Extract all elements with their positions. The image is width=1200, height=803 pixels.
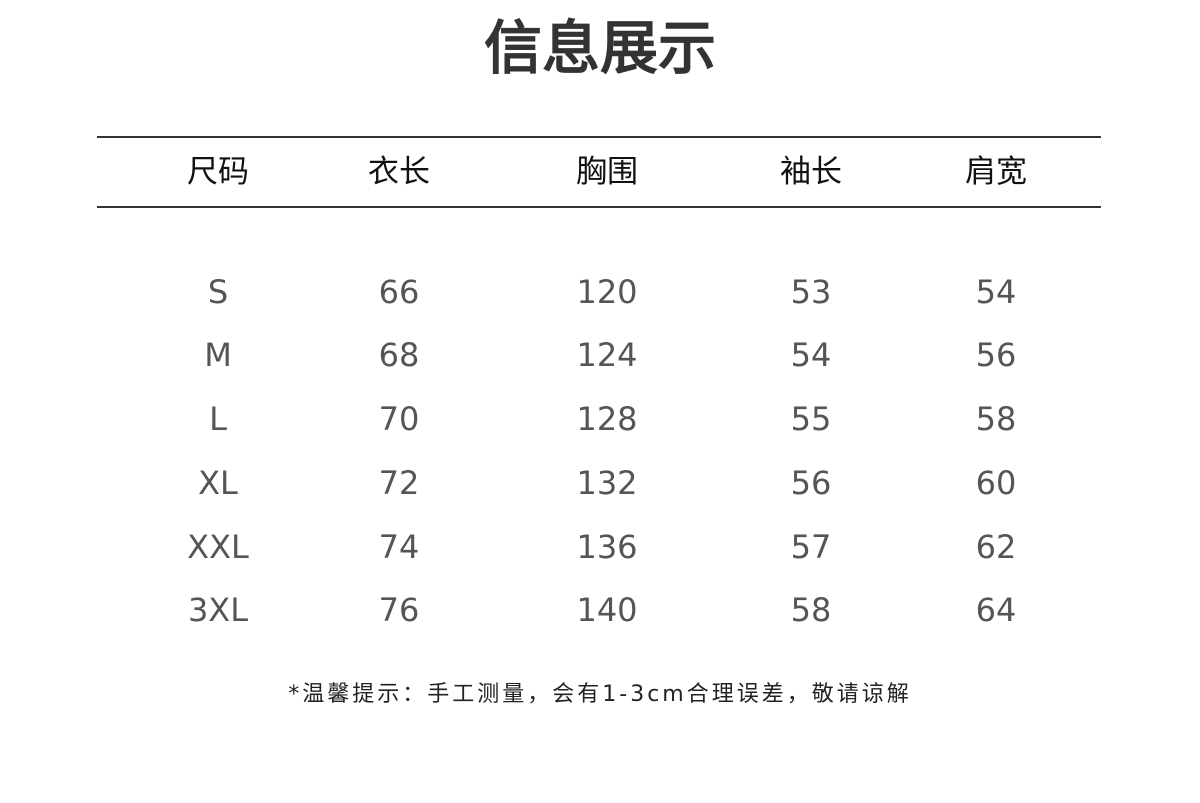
- table-cell: M: [204, 336, 232, 374]
- table-cell: 56: [975, 336, 1017, 374]
- table-cell: XL: [198, 464, 238, 502]
- table-cell: 60: [975, 464, 1017, 502]
- column-header: 尺码: [187, 154, 249, 190]
- table-cell: 64: [975, 591, 1017, 629]
- table-cell: 55: [790, 400, 832, 438]
- table-cell: XXL: [187, 528, 249, 566]
- column-header: 胸围: [576, 154, 638, 190]
- table-cell: 136: [576, 528, 638, 566]
- table-cell: 74: [378, 528, 420, 566]
- table-cell: 58: [975, 400, 1017, 438]
- table-cell: 58: [790, 591, 832, 629]
- table-cell: 57: [790, 528, 832, 566]
- table-cell: 76: [378, 591, 420, 629]
- column-header: 肩宽: [965, 154, 1027, 190]
- table-cell: 56: [790, 464, 832, 502]
- table-top-rule: [97, 136, 1101, 138]
- table-cell: 54: [975, 273, 1017, 311]
- table-cell: 62: [975, 528, 1017, 566]
- table-cell: 72: [378, 464, 420, 502]
- page-title: 信息展示: [483, 14, 716, 82]
- column-header: 袖长: [780, 154, 842, 190]
- table-header-rule: [97, 206, 1101, 208]
- table-cell: 70: [378, 400, 420, 438]
- table-cell: 53: [790, 273, 832, 311]
- table-cell: 124: [576, 336, 638, 374]
- table-cell: 68: [378, 336, 420, 374]
- table-cell: 66: [378, 273, 420, 311]
- column-header: 衣长: [368, 154, 430, 190]
- table-cell: S: [207, 273, 229, 311]
- footnote: *温馨提示：手工测量，会有1-3cm合理误差，敬请谅解: [288, 682, 912, 707]
- table-cell: 3XL: [187, 591, 249, 629]
- table-cell: 120: [576, 273, 638, 311]
- table-cell: L: [209, 400, 227, 438]
- table-cell: 140: [576, 591, 638, 629]
- table-cell: 54: [790, 336, 832, 374]
- table-cell: 132: [576, 464, 638, 502]
- table-cell: 128: [576, 400, 638, 438]
